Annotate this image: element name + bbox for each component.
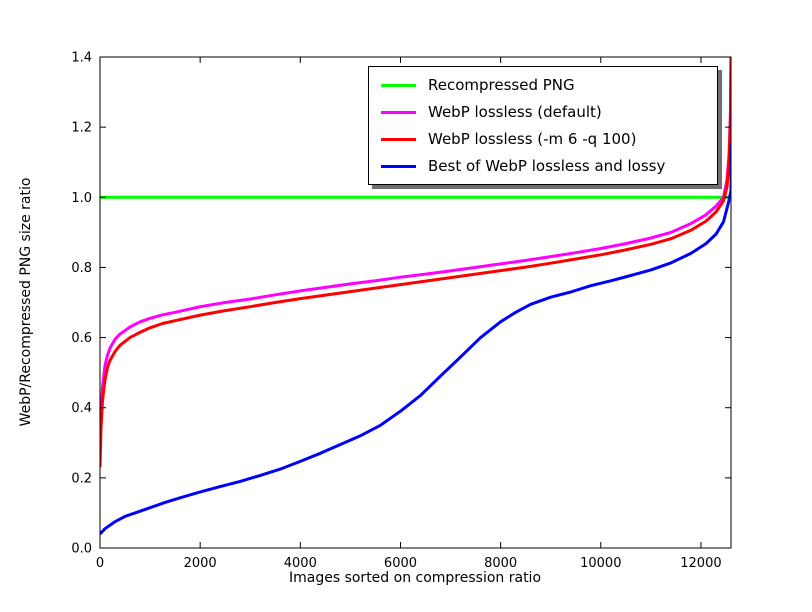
legend-item-label: Best of WebP lossless and lossy [428,157,666,175]
legend-item-label: WebP lossless (-m 6 -q 100) [428,130,637,148]
series-line [100,57,731,468]
legend-item: WebP lossless (-m 6 -q 100) [381,130,705,148]
x-tick-label: 4000 [284,556,317,571]
x-tick-label: 12000 [680,556,721,571]
x-axis-label: Images sorted on compression ratio [289,570,541,586]
y-tick-label: 0.4 [71,401,92,416]
plot-curves [100,57,731,536]
y-tick-label: 0.2 [71,471,92,486]
legend-item: Recompressed PNG [381,76,705,94]
y-tick-label: 1.4 [71,51,92,66]
series-line [100,57,731,454]
x-tick-label: 2000 [184,556,217,571]
y-tick-label: 0.6 [71,331,92,346]
y-axis-label: WebP/Recompressed PNG size ratio [18,178,34,427]
y-tick-label: 0.8 [71,261,92,276]
legend-line-swatch [381,110,416,114]
legend-item: WebP lossless (default) [381,103,705,121]
x-tick-label: 8000 [484,556,517,571]
y-tick-label: 0.0 [71,542,92,557]
x-tick-label: 0 [96,556,104,571]
x-tick-label: 6000 [384,556,417,571]
plot-axes: 0 2000 4000 6000 8000 10000 12000 0.0 0.2 0.4 0.6 0… [71,51,732,571]
y-tick-label: 1.0 [71,191,92,206]
legend-item: Best of WebP lossless and lossy [381,157,705,175]
x-tick-label: 10000 [580,556,621,571]
legend: Recompressed PNG WebP lossless (default)… [368,66,718,185]
y-tick-label: 1.2 [71,121,92,136]
legend-line-swatch [381,137,416,141]
legend-item-label: WebP lossless (default) [428,103,602,121]
series-line [100,144,731,536]
legend-line-swatch [381,164,416,168]
legend-line-swatch [381,83,416,87]
plot-frame [99,56,732,549]
legend-item-label: Recompressed PNG [428,76,575,94]
